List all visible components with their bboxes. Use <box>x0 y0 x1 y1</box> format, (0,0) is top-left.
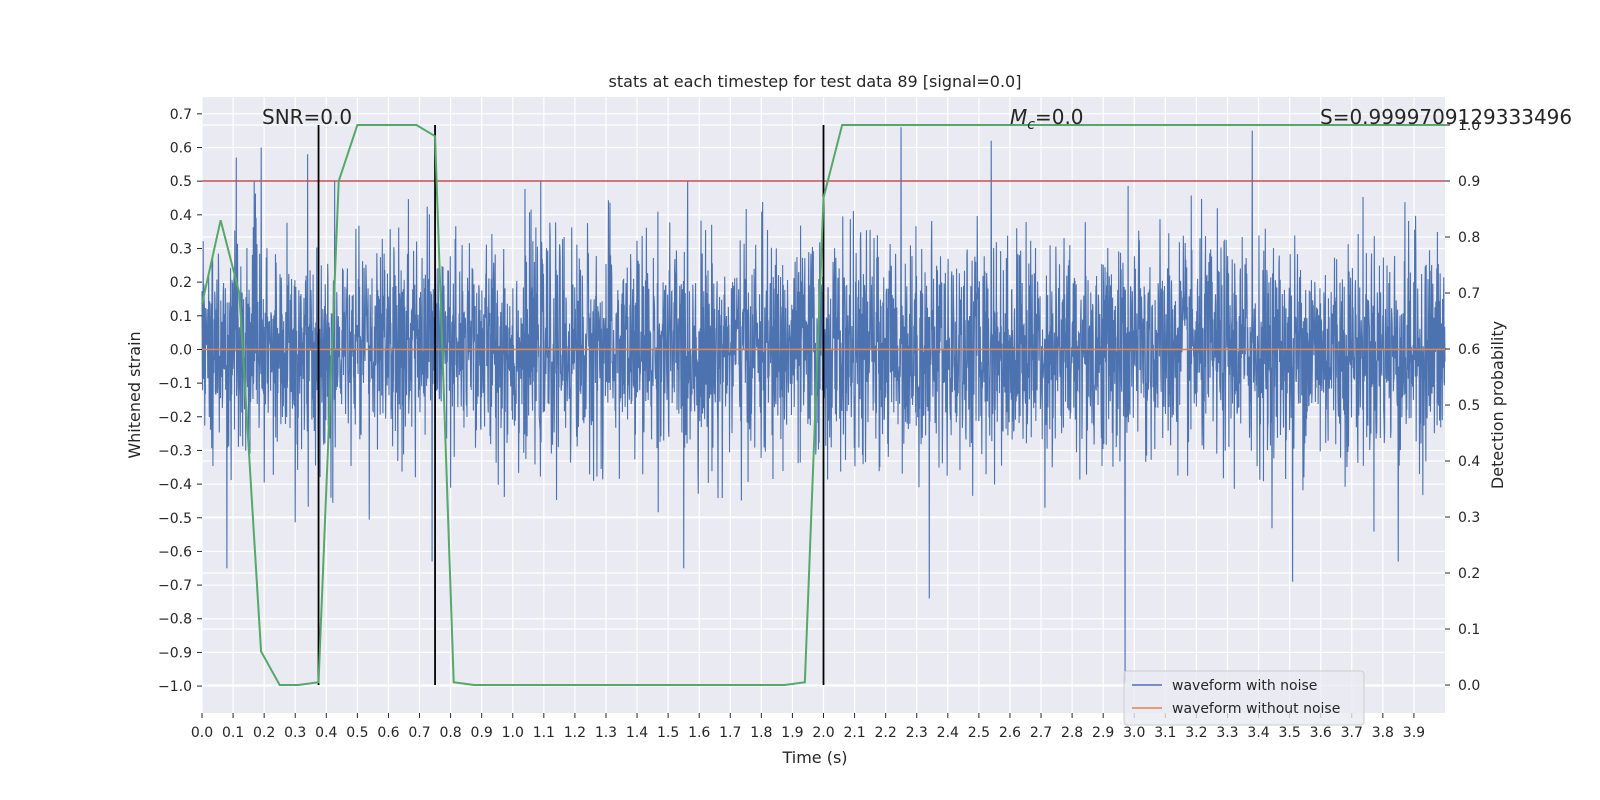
y2-axis-ticks: 1.0 0.9 0.8 0.7 0.6 0.5 0.4 0.3 0.2 0.1 0.0 <box>1445 118 1480 694</box>
x-tick-label: 3.7 <box>1341 725 1363 741</box>
y-tick-label: −0.8 <box>158 612 192 628</box>
y2-tick-label: 0.2 <box>1458 566 1480 582</box>
y2-tick-label: 0.4 <box>1458 454 1480 470</box>
y2-tick-label: 0.5 <box>1458 398 1480 414</box>
x-tick-label: 1.1 <box>533 725 555 741</box>
y-axis-label: Whitened strain <box>125 331 144 458</box>
x-tick-label: 3.5 <box>1278 725 1300 741</box>
y2-tick-label: 0.7 <box>1458 286 1480 302</box>
y-tick-label: −0.7 <box>158 578 192 594</box>
y-tick-label: 0.6 <box>170 140 192 156</box>
x-tick-label: 2.9 <box>1092 725 1114 741</box>
x-tick-label: 3.6 <box>1310 725 1332 741</box>
y2-tick-label: 0.6 <box>1458 342 1480 358</box>
x-tick-label: 0.4 <box>315 725 337 741</box>
y2-tick-label: 1.0 <box>1458 118 1480 134</box>
y-tick-label: −0.1 <box>158 376 192 392</box>
x-tick-label: 0.0 <box>191 725 213 741</box>
y2-tick-label: 0.9 <box>1458 174 1480 190</box>
x-tick-label: 3.4 <box>1247 725 1269 741</box>
x-tick-label: 1.8 <box>750 725 772 741</box>
y-tick-label: −0.3 <box>158 443 192 459</box>
x-tick-label: 3.0 <box>1123 725 1145 741</box>
y-tick-label: −0.2 <box>158 410 192 426</box>
x-tick-label: 2.6 <box>999 725 1021 741</box>
x-tick-label: 0.2 <box>253 725 275 741</box>
chirp-mass-value: =0.0 <box>1035 105 1084 129</box>
x-tick-label: 3.1 <box>1154 725 1176 741</box>
legend: waveform with noise waveform without noi… <box>1123 670 1365 726</box>
detection-probability-line <box>201 124 1445 686</box>
legend-label-waveform-without-noise: waveform without noise <box>1172 701 1340 717</box>
x-axis-label: Time (s) <box>781 748 847 767</box>
snr-annotation: SNR=0.0 <box>262 105 352 129</box>
x-tick-label: 0.6 <box>377 725 399 741</box>
x-tick-label: 2.4 <box>937 725 959 741</box>
x-tick-label: 0.7 <box>408 725 430 741</box>
chirp-mass-subscript: c <box>1027 117 1035 133</box>
x-tick-label: 0.3 <box>284 725 306 741</box>
x-tick-label: 2.3 <box>906 725 928 741</box>
x-tick-label: 2.8 <box>1061 725 1083 741</box>
x-tick-label: 3.9 <box>1403 725 1425 741</box>
y-tick-label: −0.4 <box>158 477 192 493</box>
y2-axis-label: Detection probability <box>1488 321 1507 489</box>
x-tick-label: 2.7 <box>1030 725 1052 741</box>
y-tick-label: 0.0 <box>170 342 192 358</box>
y2-tick-label: 0.1 <box>1458 622 1480 638</box>
x-tick-label: 0.5 <box>346 725 368 741</box>
x-tick-label: 3.8 <box>1372 725 1394 741</box>
detection-probability-series <box>201 124 1445 686</box>
x-tick-label: 2.1 <box>843 725 865 741</box>
x-tick-label: 2.0 <box>812 725 834 741</box>
y-tick-label: 0.3 <box>170 241 192 257</box>
y-tick-label: 0.7 <box>170 107 192 123</box>
x-tick-label: 0.9 <box>471 725 493 741</box>
y-tick-label: 0.2 <box>170 275 192 291</box>
y-tick-label: 0.1 <box>170 309 192 325</box>
x-tick-label: 3.2 <box>1185 725 1207 741</box>
x-tick-label: 0.1 <box>222 725 244 741</box>
y-tick-label: −0.6 <box>158 544 192 560</box>
x-tick-label: 1.6 <box>688 725 710 741</box>
x-tick-label: 1.5 <box>657 725 679 741</box>
x-tick-label: 0.8 <box>439 725 461 741</box>
x-tick-label: 2.2 <box>875 725 897 741</box>
score-annotation: S=0.9999709129333496 <box>1320 105 1572 129</box>
y-axis-ticks: 0.7 0.6 0.5 0.4 0.3 0.2 0.1 0.0 −0.1 −0.2 −0.3 −0.4… <box>158 107 202 695</box>
x-tick-label: 3.3 <box>1216 725 1238 741</box>
legend-label-waveform-with-noise: waveform with noise <box>1172 678 1317 694</box>
x-tick-label: 1.9 <box>781 725 803 741</box>
chirp-mass-symbol: M <box>1010 105 1027 129</box>
x-tick-label: 1.7 <box>719 725 741 741</box>
legend-frame <box>1123 670 1365 726</box>
chirp-mass-annotation: Mc=0.0 <box>1010 105 1084 133</box>
y2-tick-label: 0.8 <box>1458 230 1480 246</box>
y2-tick-label: 0.0 <box>1458 678 1480 694</box>
x-tick-label: 1.2 <box>564 725 586 741</box>
y-tick-label: 0.4 <box>170 208 192 224</box>
chart-title: stats at each timestep for test data 89 … <box>609 72 1022 91</box>
y2-tick-label: 0.3 <box>1458 510 1480 526</box>
x-tick-label: 2.5 <box>968 725 990 741</box>
x-tick-label: 1.3 <box>595 725 617 741</box>
x-tick-label: 1.0 <box>502 725 524 741</box>
x-tick-label: 1.4 <box>626 725 648 741</box>
y-tick-label: −0.9 <box>158 645 192 661</box>
y-tick-label: 0.5 <box>170 174 192 190</box>
y-tick-label: −0.5 <box>158 511 192 527</box>
y-tick-label: −1.0 <box>158 679 192 695</box>
